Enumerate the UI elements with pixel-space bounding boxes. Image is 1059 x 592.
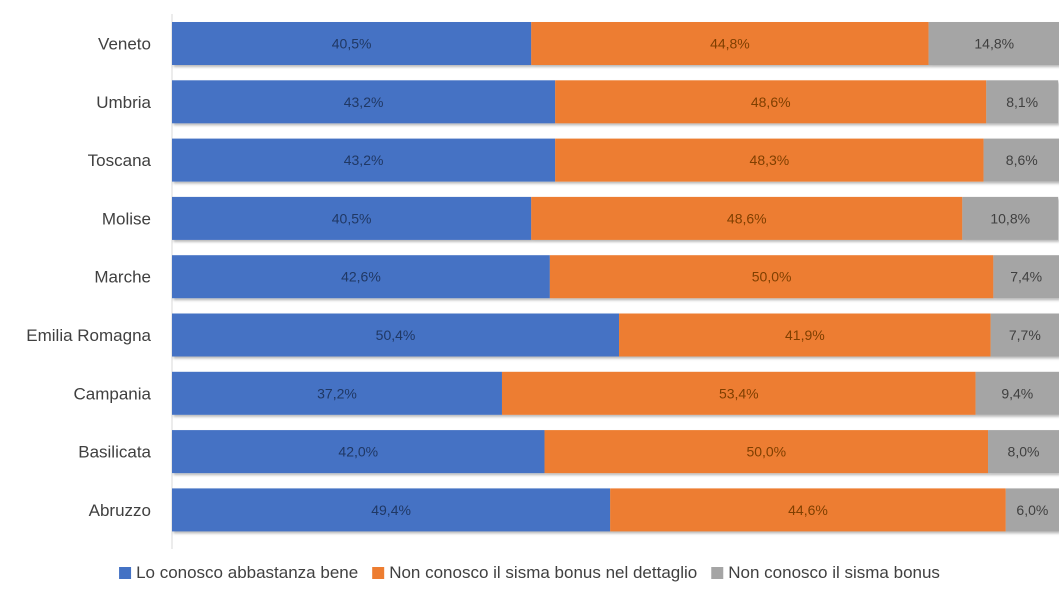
- data-label: 8,6%: [1006, 152, 1038, 168]
- data-label: 14,8%: [974, 36, 1014, 52]
- bar-row: [172, 371, 1059, 415]
- bar-segment: [531, 22, 929, 65]
- data-label: 50,0%: [746, 444, 786, 460]
- bar-segment: [993, 255, 1059, 299]
- category-label: Abruzzo: [89, 501, 151, 520]
- category-label: Veneto: [98, 35, 151, 54]
- data-label: 49,4%: [371, 502, 411, 518]
- data-label: 43,2%: [344, 152, 384, 168]
- bar-segment: [986, 80, 1059, 124]
- bar-row: [172, 138, 1059, 182]
- data-label: 10,8%: [990, 210, 1030, 226]
- legend-label: Non conosco il sisma bonus: [728, 563, 940, 582]
- bar-segment: [172, 196, 532, 240]
- data-label: 9,4%: [1001, 385, 1033, 401]
- bar-segment: [172, 138, 556, 182]
- bar-segment: [501, 371, 976, 415]
- bar-segment: [988, 430, 1059, 474]
- bars-group: 40,5% 44,8% 14,8% 43,2% 48,6% 8,1% 43,2% 48,3% 8…: [172, 22, 1059, 532]
- bar-segment: [990, 313, 1059, 357]
- data-label: 44,8%: [710, 36, 750, 52]
- data-label: 7,7%: [1009, 327, 1041, 343]
- category-label: Umbria: [96, 93, 151, 112]
- data-label: 8,0%: [1008, 444, 1040, 460]
- bar-segment: [962, 196, 1059, 240]
- data-label: 53,4%: [719, 385, 759, 401]
- category-label: Marche: [94, 268, 151, 287]
- data-label: 48,6%: [727, 210, 767, 226]
- category-labels-group: Veneto Umbria Toscana Molise Marche Emilia Ro…: [26, 35, 151, 520]
- bar-segment: [610, 488, 1006, 532]
- bar-segment: [172, 80, 556, 124]
- bar-segment: [172, 255, 550, 299]
- bar-row: [172, 313, 1059, 357]
- bar-segment: [172, 488, 611, 532]
- bar-segment: [172, 371, 502, 415]
- data-label: 43,2%: [344, 94, 384, 110]
- data-label: 42,0%: [338, 444, 378, 460]
- data-label: 50,0%: [752, 269, 792, 285]
- bar-segment: [549, 255, 994, 299]
- bar-row: [172, 255, 1059, 299]
- category-label: Molise: [102, 209, 151, 228]
- data-label: 41,9%: [785, 327, 825, 343]
- data-label: 37,2%: [317, 385, 357, 401]
- bar-segment: [172, 22, 532, 65]
- bar-row: [172, 22, 1059, 65]
- bar-segment: [983, 138, 1059, 182]
- data-label: 40,5%: [332, 36, 372, 52]
- bar-segment: [172, 313, 620, 357]
- data-label: 48,6%: [751, 94, 791, 110]
- legend-swatch: [119, 567, 132, 579]
- legend: Lo conosco abbastanza bene Non conosco il…: [119, 563, 940, 582]
- bar-segment: [544, 430, 989, 474]
- data-label: 40,5%: [332, 210, 372, 226]
- bar-segment: [975, 371, 1059, 415]
- bar-segment: [1005, 488, 1059, 532]
- legend-swatch: [711, 567, 724, 579]
- bar-segment: [531, 196, 963, 240]
- data-label: 42,6%: [341, 269, 381, 285]
- bar-segment: [555, 80, 987, 124]
- category-label: Campania: [74, 384, 152, 403]
- data-label: 48,3%: [750, 152, 790, 168]
- data-label: 7,4%: [1010, 269, 1042, 285]
- data-label: 6,0%: [1016, 502, 1048, 518]
- legend-swatch: [372, 567, 385, 579]
- bar-segment: [172, 430, 545, 474]
- data-label: 50,4%: [376, 327, 416, 343]
- bar-row: [172, 488, 1059, 532]
- bar-row: [172, 80, 1059, 124]
- data-label: 8,1%: [1006, 94, 1038, 110]
- legend-label: Non conosco il sisma bonus nel dettaglio: [389, 563, 697, 582]
- bar-segment: [555, 138, 984, 182]
- category-label: Toscana: [88, 151, 152, 170]
- data-label: 44,6%: [788, 502, 828, 518]
- bar-row: [172, 196, 1059, 240]
- category-label: Emilia Romagna: [26, 326, 151, 345]
- bar-row: [172, 430, 1059, 474]
- category-label: Basilicata: [78, 443, 151, 462]
- legend-label: Lo conosco abbastanza bene: [136, 563, 358, 582]
- bar-segment: [619, 313, 991, 357]
- bar-segment: [928, 22, 1059, 65]
